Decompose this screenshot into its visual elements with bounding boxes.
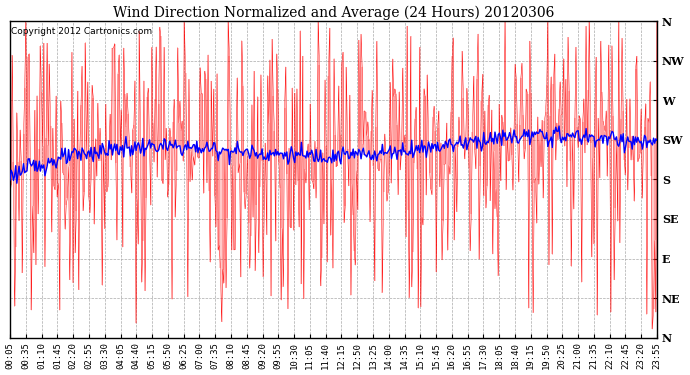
Title: Wind Direction Normalized and Average (24 Hours) 20120306: Wind Direction Normalized and Average (2…: [113, 6, 554, 20]
Text: Copyright 2012 Cartronics.com: Copyright 2012 Cartronics.com: [11, 27, 152, 36]
